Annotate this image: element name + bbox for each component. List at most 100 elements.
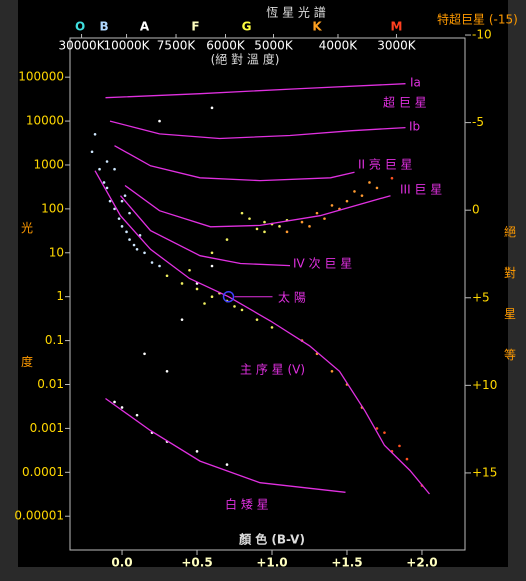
star-point xyxy=(405,457,409,461)
luminosity-class-curve xyxy=(105,83,406,99)
annotation: 超 巨 星 xyxy=(383,95,427,110)
luminosity-class-curve xyxy=(109,120,406,140)
star-point xyxy=(90,150,94,154)
series-label: IV 次 巨 星 xyxy=(293,257,352,271)
star-point xyxy=(195,287,199,291)
star-point xyxy=(225,463,229,466)
star-point xyxy=(270,326,274,329)
x-tick-label: +1.0 xyxy=(256,556,287,570)
star-point xyxy=(240,211,244,215)
chart-subtitle: (絕 對 溫 度) xyxy=(211,52,280,67)
star-point xyxy=(210,295,214,298)
top-tick-label: 6000K xyxy=(206,39,246,53)
plot-frame xyxy=(69,37,466,551)
star-point xyxy=(255,227,259,231)
x-tick-label: +1.5 xyxy=(331,556,362,570)
star-point xyxy=(240,308,244,312)
star-point xyxy=(135,413,139,417)
star-point xyxy=(210,106,214,110)
star-point xyxy=(390,176,394,180)
star-point xyxy=(188,268,191,272)
top-tick-label: 30000K xyxy=(59,39,106,53)
y-axis-label: 光度 xyxy=(21,221,33,369)
x-tick-label: +2.0 xyxy=(406,556,437,570)
y-tick-label: 1000 xyxy=(33,157,64,171)
y2-tick-label: +5 xyxy=(472,290,490,304)
star-point xyxy=(233,305,236,308)
y2-axis-label: 絕對星等 xyxy=(504,225,516,362)
star-point xyxy=(132,243,136,247)
star-point xyxy=(278,225,281,228)
y2-tick-label: +15 xyxy=(472,465,497,479)
y2-tick-label: -10 xyxy=(472,28,492,42)
star-point xyxy=(113,400,116,404)
luminosity-class-curve xyxy=(94,170,431,495)
star-point xyxy=(330,204,334,207)
series-label: Ib xyxy=(409,120,420,134)
series-label: III 巨 星 xyxy=(400,183,442,197)
star-point xyxy=(150,261,154,264)
star-point xyxy=(225,238,229,241)
top-tick-label: 7500K xyxy=(157,39,197,53)
series-label: 太 陽 xyxy=(278,290,306,305)
chart-title: 恆 星 光 譜 xyxy=(266,5,325,20)
star-point xyxy=(323,217,326,220)
star-point xyxy=(125,230,128,234)
star-point xyxy=(143,352,146,356)
star-point xyxy=(308,225,311,228)
annotation: 特超巨星 (-15) xyxy=(437,12,518,27)
series-label: Ia xyxy=(410,76,421,90)
luminosity-class-curve xyxy=(105,397,346,493)
star-point xyxy=(383,431,386,434)
y-tick-label: 0.0001 xyxy=(22,465,64,479)
y-tick-label: 0.1 xyxy=(45,333,64,347)
star-point xyxy=(105,160,109,163)
star-point xyxy=(195,450,199,453)
top-tick-label: 4000K xyxy=(319,39,359,53)
y2-tick-label: +10 xyxy=(472,378,497,392)
star-point xyxy=(180,318,184,321)
top-tick-label: 10000K xyxy=(104,39,151,53)
x-tick-label: +0.5 xyxy=(181,556,212,570)
star-point xyxy=(203,302,206,305)
star-point xyxy=(368,181,371,184)
sun-marker xyxy=(222,290,235,303)
star-point xyxy=(165,369,169,373)
y-tick-label: 0.01 xyxy=(37,377,64,391)
star-point xyxy=(345,199,349,203)
spectral-class: A xyxy=(140,20,150,34)
x-tick-label: 0.0 xyxy=(111,556,132,570)
star-point xyxy=(285,230,289,234)
star-point xyxy=(263,230,266,234)
star-point xyxy=(158,119,161,123)
top-tick-label: 5000K xyxy=(254,39,294,53)
star-point xyxy=(165,274,169,278)
y2-tick-label: -5 xyxy=(472,115,484,129)
spectral-class: K xyxy=(312,20,322,34)
star-point xyxy=(120,225,124,228)
y-tick-label: 0.00001 xyxy=(14,509,64,523)
star-point xyxy=(120,199,124,203)
star-point xyxy=(143,251,146,255)
x-axis-label: 顏 色 (B-V) xyxy=(238,532,305,547)
star-point xyxy=(180,282,184,285)
star-point xyxy=(353,190,356,193)
star-point xyxy=(360,194,364,197)
y-tick-label: 100000 xyxy=(18,70,64,84)
spectral-class: F xyxy=(191,20,199,34)
spectral-class: G xyxy=(242,20,252,34)
star-point xyxy=(123,194,127,197)
series-label: II 亮 巨 星 xyxy=(358,157,413,172)
star-point xyxy=(330,369,334,373)
star-point xyxy=(105,186,109,190)
y2-tick-label: 0 xyxy=(472,203,480,217)
star-point xyxy=(113,167,116,171)
y-tick-label: 10 xyxy=(49,245,64,259)
spectral-class: B xyxy=(99,20,108,34)
y-tick-label: 0.001 xyxy=(30,421,64,435)
spectral-class: M xyxy=(390,20,402,34)
star-point xyxy=(210,251,214,255)
star-point xyxy=(102,181,106,184)
